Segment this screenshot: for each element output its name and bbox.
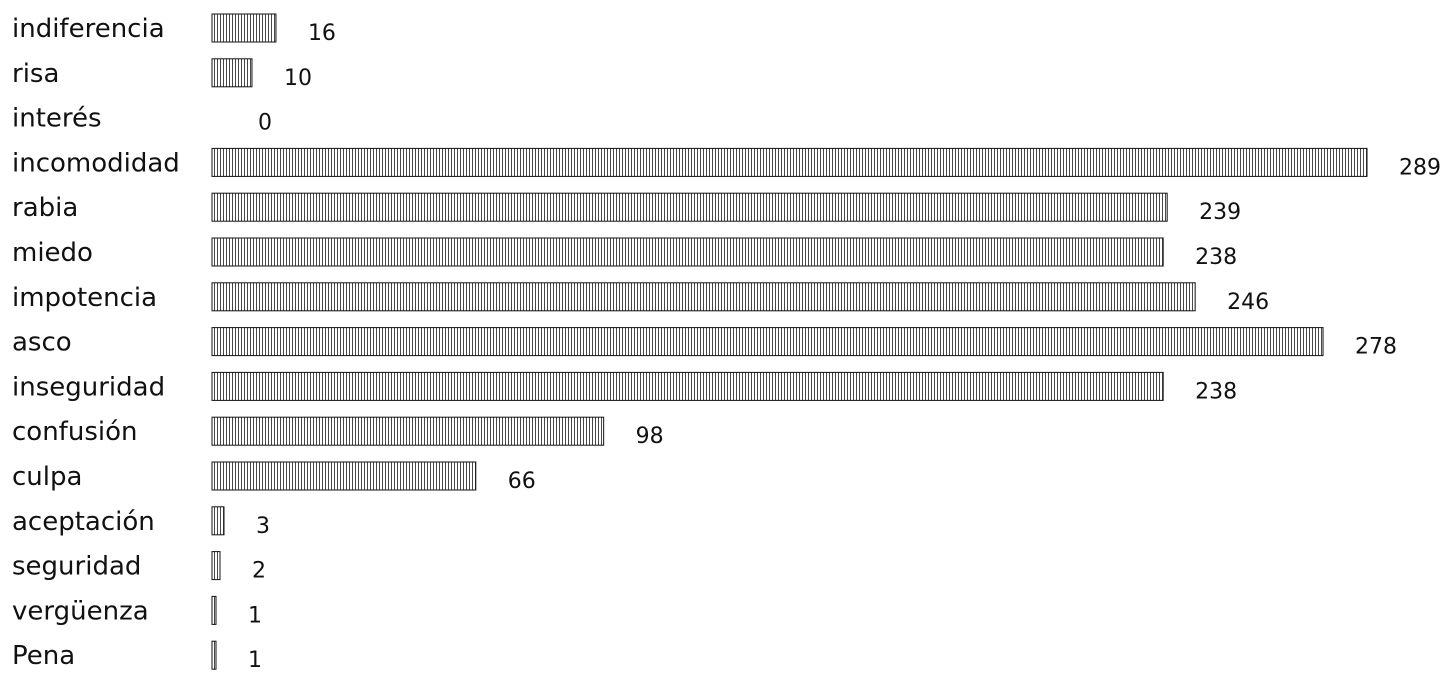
bar-6: [211, 282, 1196, 312]
bar-12: [211, 551, 221, 581]
value-label: 289: [1399, 155, 1441, 180]
category-label: culpa: [12, 462, 82, 492]
value-label: 3: [256, 514, 270, 539]
bar-4: [211, 192, 1168, 222]
value-label: 238: [1195, 245, 1237, 270]
category-label: impotencia: [12, 283, 157, 313]
bar-11: [211, 506, 225, 536]
bar-0: [211, 13, 277, 43]
value-label: 246: [1227, 290, 1269, 315]
category-label: interés: [12, 104, 102, 134]
bar-9: [211, 416, 605, 446]
value-label: 2: [252, 559, 266, 584]
value-label: 1: [248, 648, 262, 673]
value-label: 10: [284, 66, 312, 91]
value-label: 98: [636, 424, 664, 449]
category-label: miedo: [12, 238, 93, 268]
category-label: aceptación: [12, 507, 155, 537]
bar-5: [211, 237, 1164, 267]
category-label: indiferencia: [12, 14, 165, 44]
bar-3: [211, 147, 1368, 177]
bar-10: [211, 461, 477, 491]
category-label: confusión: [12, 417, 137, 447]
bar-rows: indiferencia 16 risa 10 interés 0 incomodidad 2…: [12, 13, 1441, 673]
category-label: Pena: [12, 641, 75, 671]
bar-13: [211, 595, 217, 625]
bar-1: [211, 58, 253, 88]
category-label: inseguridad: [12, 372, 165, 402]
value-label: 16: [308, 21, 336, 46]
category-label: risa: [12, 59, 59, 89]
value-label: 0: [258, 111, 272, 136]
value-label: 238: [1195, 379, 1237, 404]
bar-7: [211, 327, 1324, 357]
category-label: rabia: [12, 193, 78, 223]
category-label: seguridad: [12, 552, 141, 582]
bar-14: [211, 640, 217, 670]
value-label: 239: [1199, 200, 1241, 225]
value-label: 278: [1355, 335, 1397, 360]
bar-8: [211, 371, 1164, 401]
category-label: vergüenza: [12, 596, 149, 626]
value-label: 66: [508, 469, 536, 494]
value-label: 1: [248, 603, 262, 628]
category-label: asco: [12, 328, 72, 358]
category-label: incomodidad: [12, 148, 180, 178]
